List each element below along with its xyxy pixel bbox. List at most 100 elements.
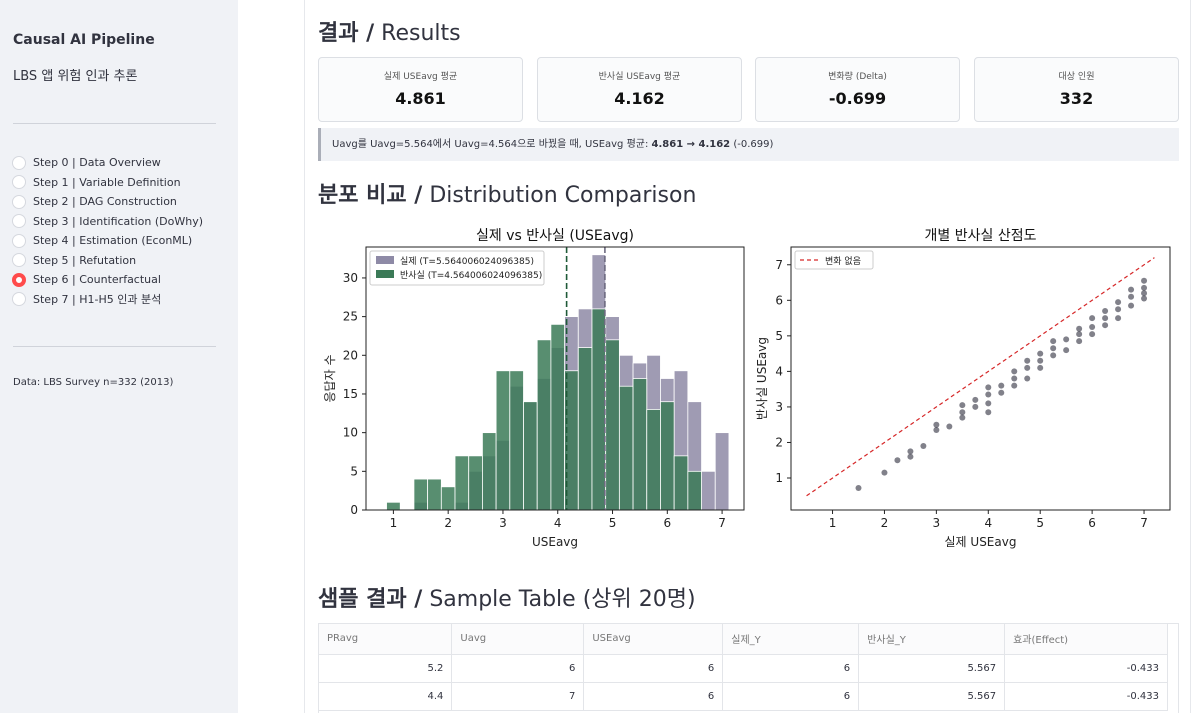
x-tick-label: 4 <box>554 516 562 530</box>
column-header[interactable]: 반사실_Y <box>858 624 1006 655</box>
y-tick-label: 30 <box>343 271 358 285</box>
table-cell: 5.567 <box>858 682 1006 711</box>
scatter-point <box>1089 323 1096 330</box>
histogram-bar <box>523 401 538 511</box>
radio-circle[interactable] <box>12 194 26 209</box>
step-radio-4[interactable]: Step 4 | Estimation (EconML) <box>12 231 203 251</box>
histogram-bar <box>632 378 648 511</box>
radio-circle[interactable] <box>12 272 26 287</box>
table-cell: 5.567 <box>858 654 1006 683</box>
sidebar-divider <box>13 123 216 124</box>
column-header[interactable]: Uavg <box>451 624 585 655</box>
radio-circle[interactable] <box>12 175 26 190</box>
scatter-point <box>881 469 888 476</box>
radio-circle[interactable] <box>12 233 26 248</box>
sample-table[interactable]: PRavg Uavg USEavg 실제_Y 반사실_Y 효과(Effect) 5.2 6 6… <box>318 623 1179 713</box>
scatter-point <box>959 414 966 421</box>
step-radio-2[interactable]: Step 2 | DAG Construction <box>12 192 203 212</box>
histogram-bar <box>673 455 689 511</box>
metric-label: 대상 인원 <box>1058 72 1095 82</box>
histogram-bar <box>427 478 442 511</box>
table-cell: 7 <box>451 682 585 711</box>
x-tick-label: 6 <box>663 516 671 530</box>
scatter-point <box>1011 375 1018 382</box>
results-heading: 결과 / Results <box>318 15 461 47</box>
histogram-bar <box>687 470 702 511</box>
scatter-point <box>1128 293 1135 300</box>
column-header[interactable]: PRavg <box>319 624 453 655</box>
x-tick-label: 5 <box>609 516 617 530</box>
sidebar: Causal AI Pipeline LBS 앱 위험 인과 추론 Step 0… <box>0 0 238 713</box>
x-tick-label: 3 <box>933 516 941 530</box>
scatter-point <box>1102 315 1109 322</box>
y-tick-label: 7 <box>775 258 783 272</box>
table-cell: 6 <box>722 682 860 711</box>
scatter-point <box>1011 368 1018 375</box>
x-tick-label: 5 <box>1036 516 1044 530</box>
step-label: Step 3 | Identification (DoWhy) <box>33 214 204 228</box>
scatter-point <box>1128 302 1135 309</box>
scatter-point <box>1141 295 1148 302</box>
step-radio-group: Step 0 | Data Overview Step 1 | Variable … <box>12 153 203 309</box>
histogram-bar <box>550 323 565 511</box>
app-title: Causal AI Pipeline <box>13 32 155 48</box>
histogram-bar <box>618 385 634 511</box>
x-tick-label: 1 <box>829 516 837 530</box>
column-header[interactable]: 실제_Y <box>722 624 860 655</box>
step-radio-5[interactable]: Step 5 | Refutation <box>12 251 203 271</box>
histogram-bar <box>577 347 593 511</box>
scatter-point <box>1024 375 1031 382</box>
scatter-chart: 개별 반사실 산점도 1 2 3 4 5 6 7 1 2 3 4 5 6 7 실제 USEavg 반사실 USE… <box>752 220 1180 555</box>
y-axis-label: 반사실 USEavg <box>755 337 769 420</box>
scatter-point <box>1115 315 1122 322</box>
x-tick-label: 4 <box>984 516 992 530</box>
main-border <box>304 0 305 713</box>
y-tick-label: 2 <box>775 435 783 449</box>
scatter-point <box>1076 331 1083 338</box>
metric-value: 332 <box>1059 89 1094 108</box>
x-axis-label: USEavg <box>532 535 578 549</box>
x-tick-label: 3 <box>499 516 507 530</box>
step-radio-1[interactable]: Step 1 | Variable Definition <box>12 173 203 193</box>
scatter-point <box>907 453 914 460</box>
sample-heading-ko: 샘플 결과 / <box>318 587 423 612</box>
radio-circle[interactable] <box>12 214 26 229</box>
scrollbar-track[interactable] <box>1190 0 1191 713</box>
y-tick-label: 25 <box>343 310 358 324</box>
table-row: 5.2 6 6 6 5.567 -0.433 <box>319 654 1168 683</box>
x-tick-label: 2 <box>444 516 452 530</box>
scatter-point <box>894 457 901 464</box>
histogram-bar <box>440 486 456 511</box>
y-axis-label: 응답자 수 <box>323 355 337 403</box>
chart-title: 개별 반사실 산점도 <box>925 228 1037 244</box>
step-radio-7[interactable]: Step 7 | H1-H5 인과 분석 <box>12 290 203 310</box>
step-radio-6[interactable]: Step 6 | Counterfactual <box>12 270 203 290</box>
radio-circle[interactable] <box>12 292 26 307</box>
scatter-point <box>1089 315 1096 322</box>
scatter-point <box>1050 338 1057 345</box>
chart-title: 실제 vs 반사실 (USEavg) <box>476 228 634 244</box>
radio-circle[interactable] <box>12 253 26 268</box>
scatter-point <box>907 448 914 455</box>
metric-delta: 변화량 (Delta) -0.699 <box>755 57 960 122</box>
histogram-bar <box>605 339 620 511</box>
y-tick-label: 4 <box>775 364 783 378</box>
y-tick-label: 5 <box>350 464 358 478</box>
scatter-point <box>1050 352 1057 359</box>
step-label: Step 5 | Refutation <box>33 253 137 267</box>
histogram-bar <box>646 409 661 511</box>
scatter-point <box>998 382 1005 389</box>
results-heading-ko: 결과 / <box>318 21 375 46</box>
y-tick-label: 20 <box>343 348 358 362</box>
column-header[interactable]: USEavg <box>583 624 724 655</box>
scatter-point <box>1115 299 1122 306</box>
column-header[interactable]: 효과(Effect) <box>1004 624 1168 655</box>
info-text-bold: 4.861 → 4.162 <box>651 139 731 150</box>
step-radio-3[interactable]: Step 3 | Identification (DoWhy) <box>12 212 203 232</box>
step-radio-0[interactable]: Step 0 | Data Overview <box>12 153 203 173</box>
scatter-point <box>985 409 992 416</box>
scatter-point <box>1063 347 1070 354</box>
scatter-point <box>959 409 966 416</box>
metric-count: 대상 인원 332 <box>974 57 1179 122</box>
radio-circle[interactable] <box>12 155 26 170</box>
